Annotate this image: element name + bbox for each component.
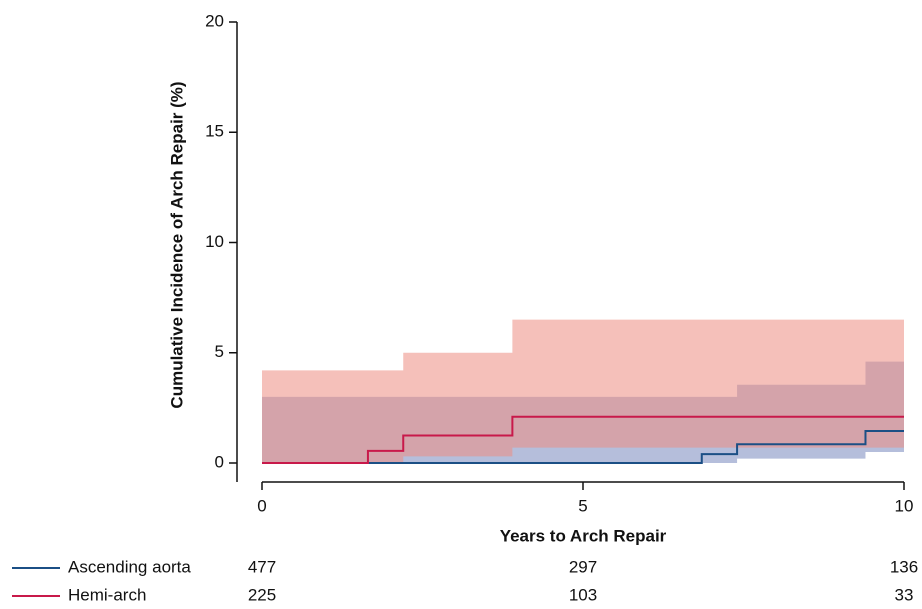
y-tick-label: 20 [205,11,224,30]
at-risk-count: 33 [895,585,914,604]
y-axis-title: Cumulative Incidence of Arch Repair (%) [167,81,186,408]
x-tick-label: 0 [257,496,266,515]
at-risk-count: 103 [569,585,597,604]
at-risk-count: 225 [248,585,276,604]
y-tick-label: 10 [205,232,224,251]
x-axis-title: Years to Arch Repair [500,526,667,545]
x-tick-label: 5 [578,496,587,515]
step-line [262,415,904,464]
at-risk-count: 477 [248,557,276,576]
legend-label: Ascending aorta [68,557,191,576]
y-tick-label: 15 [205,122,224,141]
confidence-band [262,319,904,463]
at-risk-count: 297 [569,557,597,576]
x-tick-label: 10 [895,496,914,515]
at-risk-count: 136 [890,557,918,576]
y-tick-label: 0 [215,452,224,471]
step-line [262,430,904,464]
legend-label: Hemi-arch [68,585,146,604]
y-tick-label: 5 [215,342,224,361]
